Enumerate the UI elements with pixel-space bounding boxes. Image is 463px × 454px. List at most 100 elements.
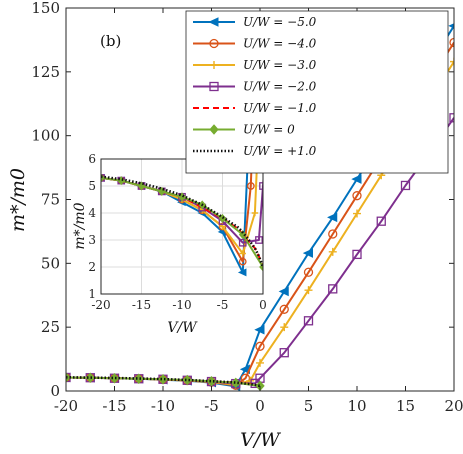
data-point (237, 268, 247, 277)
data-point (279, 304, 289, 314)
inset-y-tick-label: 1 (88, 287, 96, 301)
data-point (137, 181, 146, 191)
x-tick-label: 10 (347, 397, 366, 415)
inset-x-tick-label: -10 (172, 298, 191, 312)
data-point (254, 324, 265, 335)
inset-y-tick-label: 2 (88, 260, 96, 274)
data-point (255, 341, 265, 351)
data-point (449, 37, 454, 48)
data-point (255, 236, 263, 244)
inset-y-tick-label: 4 (88, 206, 96, 220)
inset-y-tick-label: 5 (88, 179, 96, 193)
legend-label: U/W = −5.0 (243, 15, 317, 29)
data-point (352, 191, 362, 201)
legend-box (185, 10, 449, 174)
inset-axis-ticks: -20 -15 -10 -5 0 1 2 3 4 5 6 (88, 152, 266, 312)
data-point (353, 209, 361, 218)
inset-series-line (101, 175, 263, 268)
data-point (302, 248, 313, 258)
legend-entry: U/W = −3.0 (193, 58, 317, 72)
legend: U/W = −5.0 U/W = −4.0 U/W = −3.0 U/W = −2.0… (193, 15, 317, 158)
data-point (304, 286, 313, 295)
data-point (328, 229, 338, 239)
legend-label: U/W = −3.0 (243, 58, 317, 72)
data-point (182, 374, 192, 386)
inset-y-tick-label: 3 (88, 233, 96, 247)
data-point (85, 372, 95, 383)
data-point (239, 250, 246, 257)
inset-x-tick-label: -20 (91, 298, 110, 312)
inset-y-axis-label: m*/m0 (72, 202, 88, 249)
inset-y-tick-label: 6 (88, 152, 96, 166)
data-point (400, 180, 411, 191)
data-point (238, 238, 247, 247)
data-point (303, 267, 314, 277)
data-point (280, 323, 289, 332)
y-tick-label: 100 (31, 127, 60, 145)
y-tick-label: 25 (41, 318, 60, 336)
y-tick-label: 150 (31, 0, 60, 17)
panel-label: (b) (100, 32, 121, 50)
data-point (251, 209, 259, 217)
data-point (351, 174, 362, 184)
data-point (66, 372, 71, 383)
y-tick-label: 75 (41, 191, 60, 209)
inset-x-tick-label: 0 (259, 298, 267, 312)
legend-entry: U/W = −1.0 (193, 101, 317, 115)
series-u-w-1-0 (66, 376, 261, 388)
data-point (158, 374, 168, 385)
data-point (279, 348, 289, 358)
data-point (449, 113, 454, 123)
data-point (238, 257, 247, 266)
data-point (157, 186, 166, 196)
inset-plot-frame (100, 158, 264, 295)
x-tick-label: -20 (54, 397, 78, 415)
legend-label: U/W = +1.0 (243, 144, 317, 158)
x-tick-label: -15 (102, 397, 126, 415)
x-tick-label: 20 (444, 397, 463, 415)
inset-x-axis-label: V/W (167, 320, 198, 336)
x-tick-label: 5 (304, 397, 314, 415)
y-tick-label: 125 (31, 63, 60, 81)
inset-series-u-w-1-0 (101, 175, 263, 268)
data-point (210, 61, 218, 69)
data-point (208, 17, 219, 27)
legend-entry: U/W = −5.0 (193, 15, 317, 29)
y-tick-label: 0 (50, 382, 60, 400)
legend-entry: U/W = −4.0 (193, 37, 317, 51)
x-tick-label: -10 (151, 397, 175, 415)
legend-label: U/W = 0 (243, 123, 295, 137)
x-tick-label: 0 (255, 397, 265, 415)
x-tick-label: -5 (204, 397, 219, 415)
data-point (327, 212, 338, 223)
inset-x-tick-label: -15 (132, 298, 151, 312)
data-point (209, 38, 219, 49)
data-point (278, 286, 289, 297)
legend-label: U/W = −1.0 (243, 101, 317, 115)
legend-label: U/W = −2.0 (243, 80, 317, 94)
data-point (247, 182, 255, 190)
inset-x-tick-label: -5 (217, 298, 229, 312)
data-point (450, 57, 454, 66)
y-tick-label: 50 (41, 254, 60, 272)
data-point (352, 249, 362, 260)
series-line (66, 376, 261, 388)
legend-entry: U/W = −2.0 (193, 80, 317, 94)
data-point (256, 358, 264, 367)
data-point (376, 216, 386, 226)
data-point (209, 81, 219, 92)
data-point (328, 247, 337, 256)
data-point (206, 376, 217, 387)
data-point (328, 284, 338, 294)
x-axis-label: V/W (240, 429, 281, 451)
data-point (231, 377, 241, 389)
data-point (209, 124, 219, 135)
data-point (238, 230, 247, 240)
y-axis-label: m*/m0 (7, 168, 29, 232)
legend-label: U/W = −4.0 (243, 37, 317, 51)
legend-entry: U/W = +1.0 (193, 144, 317, 158)
x-tick-label: 15 (396, 397, 415, 415)
data-point (303, 316, 314, 326)
